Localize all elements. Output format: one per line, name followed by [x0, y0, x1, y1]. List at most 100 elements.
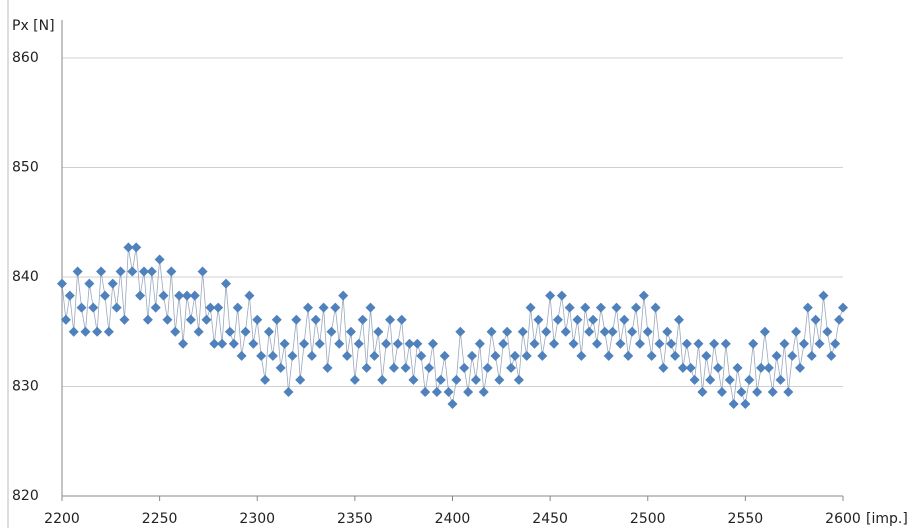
data-point [388, 362, 399, 373]
data-point [119, 314, 130, 325]
data-point [193, 326, 204, 337]
data-point [326, 326, 337, 337]
y-tick-label: 860 [12, 50, 39, 66]
data-point [611, 302, 622, 313]
data-point [451, 374, 462, 385]
data-point [634, 338, 645, 349]
data-point [658, 362, 669, 373]
data-point [263, 326, 274, 337]
data-point [135, 290, 146, 301]
data-point [260, 374, 271, 385]
data-point [509, 350, 520, 361]
data-point [416, 350, 427, 361]
data-point [236, 350, 247, 361]
x-tick-label: 2600 [825, 511, 861, 527]
data-point [631, 302, 642, 313]
data-point [623, 350, 634, 361]
data-point [826, 350, 837, 361]
data-point [642, 326, 653, 337]
data-point [310, 314, 321, 325]
data-point [283, 386, 294, 397]
data-point [248, 338, 259, 349]
data-point [830, 338, 841, 349]
data-point [68, 326, 79, 337]
data-point [88, 302, 99, 313]
data-point [802, 302, 813, 313]
data-point [271, 314, 282, 325]
data-point [174, 290, 185, 301]
data-point [127, 266, 138, 277]
data-point [467, 350, 478, 361]
data-point [525, 302, 536, 313]
data-point [443, 386, 454, 397]
data-point [115, 266, 126, 277]
data-point [342, 350, 353, 361]
y-tick-label: 840 [12, 269, 39, 285]
data-point [498, 338, 509, 349]
data-point [392, 338, 403, 349]
data-point [221, 278, 232, 289]
data-point [408, 374, 419, 385]
data-point [154, 254, 165, 265]
data-point [662, 326, 673, 337]
data-point [806, 350, 817, 361]
data-point [404, 338, 415, 349]
data-point [330, 302, 341, 313]
data-point [60, 314, 71, 325]
data-point [318, 302, 329, 313]
data-point [654, 338, 665, 349]
data-point [591, 338, 602, 349]
data-point [279, 338, 290, 349]
data-point [728, 399, 739, 410]
data-point [564, 302, 575, 313]
data-point [502, 326, 513, 337]
data-point [92, 326, 103, 337]
x-tick-label: 2400 [435, 511, 471, 527]
data-point [755, 362, 766, 373]
x-tick-label: 2350 [337, 511, 373, 527]
x-axis-label: [imp.] [866, 511, 908, 527]
data-point [213, 302, 224, 313]
data-point [748, 338, 759, 349]
data-point [431, 386, 442, 397]
data-point [771, 350, 782, 361]
data-point [580, 302, 591, 313]
data-point [787, 350, 798, 361]
data-point [670, 350, 681, 361]
data-point [470, 374, 481, 385]
y-tick-label: 850 [12, 160, 39, 176]
data-point [834, 314, 845, 325]
data-point [201, 314, 212, 325]
data-point [365, 302, 376, 313]
data-point [252, 314, 263, 325]
data-point [162, 314, 173, 325]
data-point [724, 374, 735, 385]
data-point [334, 338, 345, 349]
y-tick-label: 830 [12, 379, 39, 395]
data-point [713, 362, 724, 373]
data-point [107, 278, 118, 289]
data-point [689, 374, 700, 385]
data-point [267, 350, 278, 361]
data-point [576, 350, 587, 361]
data-point [545, 290, 556, 301]
data-point [482, 362, 493, 373]
data-point [716, 386, 727, 397]
data-point [396, 314, 407, 325]
data-point [377, 374, 388, 385]
data-point [638, 290, 649, 301]
data-point [818, 290, 829, 301]
data-point [181, 290, 192, 301]
data-point [240, 326, 251, 337]
data-point [478, 386, 489, 397]
data-point [314, 338, 325, 349]
data-point [556, 290, 567, 301]
data-point [178, 338, 189, 349]
data-point [459, 362, 470, 373]
data-point [142, 314, 153, 325]
data-point [463, 386, 474, 397]
data-point [506, 362, 517, 373]
data-point [572, 314, 583, 325]
data-point [357, 314, 368, 325]
x-tick-label: 2550 [728, 511, 764, 527]
